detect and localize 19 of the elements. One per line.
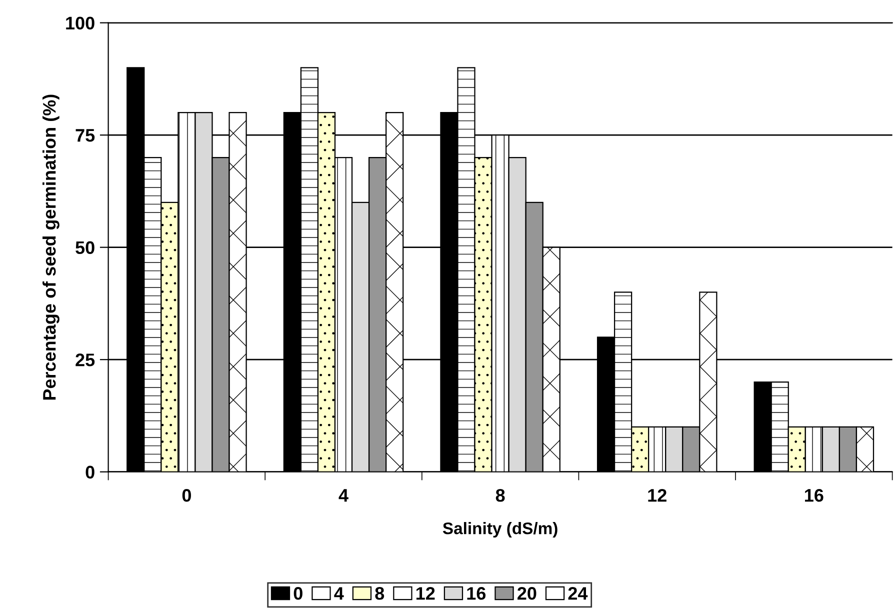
legend-label: 0 — [294, 587, 302, 600]
y-tick-label: 0 — [86, 466, 94, 479]
y-tick-label: 75 — [76, 129, 95, 142]
legend-label: 20 — [518, 587, 536, 600]
x-tick-label: 0 — [182, 489, 191, 502]
y-tick-label: 50 — [76, 241, 94, 254]
legend-label: 16 — [467, 587, 486, 600]
legend-label: 4 — [334, 587, 344, 600]
x-tick-label: 4 — [338, 489, 348, 502]
x-tick-label: 12 — [648, 489, 666, 502]
legend-label: 12 — [416, 587, 435, 600]
y-tick-label: 100 — [66, 16, 94, 30]
y-axis-title: Percentage of seed germination (%) — [42, 94, 60, 400]
y-tick-label: 25 — [76, 354, 95, 366]
legend-label: 24 — [568, 587, 588, 600]
x-axis-title: Salinity (dS/m) — [442, 522, 558, 538]
x-tick-label: 8 — [496, 489, 505, 502]
legend-label: 8 — [375, 587, 384, 600]
x-tick-label: 16 — [805, 489, 824, 502]
